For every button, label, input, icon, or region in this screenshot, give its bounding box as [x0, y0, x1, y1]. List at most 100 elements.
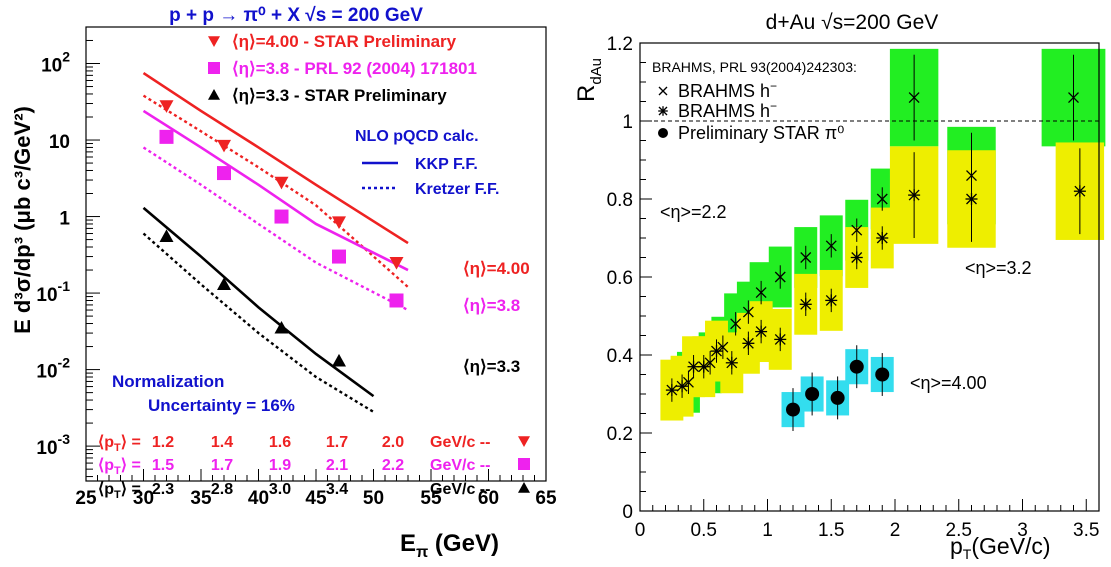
legend-entry: Preliminary STAR π⁰ — [678, 123, 844, 143]
pt-value: 2.1 — [326, 457, 348, 474]
y-tick-sup: -3 — [58, 431, 71, 447]
x-tick-label: 0.5 — [691, 520, 717, 541]
data-point-cross — [800, 252, 812, 263]
x-tick-label: 45 — [305, 488, 327, 509]
pt-value: 1.4 — [211, 434, 233, 451]
pt-label-sub: T — [114, 442, 121, 454]
pt-label-close: ⟩ = — [121, 481, 141, 498]
pt-label-main: ⟨p — [98, 481, 114, 498]
data-point-triangle-up — [159, 229, 174, 243]
y-tick-main: 10 — [36, 362, 57, 383]
x-label-main: p — [950, 533, 963, 559]
data-point-circle — [805, 387, 820, 401]
pt-value: 2.0 — [382, 434, 404, 451]
pt-label-sub: T — [114, 489, 121, 501]
x-label-sub: π — [416, 544, 428, 561]
data-point-square — [332, 249, 346, 264]
x-label-unit: (GeV) — [428, 530, 499, 557]
pt-label-main: ⟨p — [98, 434, 114, 451]
pt-unit: GeV/c -- — [430, 457, 490, 474]
pt-value: 1.7 — [326, 434, 348, 451]
pt-row-label: ⟨pT⟩ = — [98, 481, 141, 501]
data-point-triangle-down — [518, 436, 530, 447]
pt-value: 2.8 — [211, 481, 233, 498]
data-point-square — [389, 293, 404, 308]
left-y-axis-label: E d³σ/dp³ (μb c³/GeV²) — [10, 106, 35, 334]
y-tick-sup: -1 — [58, 278, 71, 294]
data-point-triangle-down — [274, 176, 289, 190]
y-tick-label: 102 — [41, 49, 70, 77]
right-chart-title: d+Au √s=200 GeV — [766, 11, 939, 34]
data-point-square — [518, 458, 530, 470]
legend-entry-text: BRAHMS h — [678, 81, 770, 101]
theory-curve-dotted — [142, 232, 375, 413]
data-point-triangle-up — [518, 482, 530, 493]
pt-value: 1.9 — [269, 457, 291, 474]
pt-label-close: ⟩ = — [121, 457, 141, 474]
x-tick-label: 3.5 — [1073, 520, 1099, 541]
x-label-sub: T — [963, 546, 972, 562]
legend-header: BRAHMS, PRL 93(2004)242303: — [652, 59, 857, 75]
right-y-axis-label: RdAu — [573, 58, 605, 102]
data-point-square — [274, 209, 289, 224]
pt-row-label: ⟨pT⟩ = — [98, 457, 141, 477]
x-tick-label: 2 — [890, 520, 901, 541]
data-point-cross — [825, 240, 837, 252]
legend-entry-red: ⟨η⟩=4.00 - STAR Preliminary — [232, 32, 457, 51]
x-tick-label: 55 — [420, 488, 442, 509]
legend-entry: BRAHMS h− — [678, 99, 777, 121]
data-point-triangle-down — [389, 257, 404, 270]
x-tick-label: 25 — [75, 488, 97, 509]
theory-curve-solid — [142, 71, 409, 245]
pt-unit: GeV/c -- — [430, 481, 490, 498]
eta-label-magenta: ⟨η⟩=3.8 — [463, 296, 520, 315]
data-point-square — [159, 129, 174, 144]
y-tick-label: 1 — [622, 112, 633, 133]
pt-value: 3.4 — [326, 481, 348, 498]
data-point-triangle-up — [274, 320, 289, 334]
x-tick-label: 0 — [635, 520, 646, 541]
theory-curve-dotted — [142, 94, 409, 288]
right-x-axis-label: pT(GeV/c) — [950, 533, 1051, 562]
data-point-circle — [849, 359, 864, 374]
pt-value: 1.2 — [152, 434, 174, 451]
y-tick-main: 10 — [41, 56, 62, 77]
x-tick-label: 65 — [535, 488, 557, 509]
data-point-triangle-down — [217, 139, 231, 153]
y-tick-label: 10-2 — [36, 355, 70, 383]
right-panel: 0 0.5 1 1.5 2 2.5 3 3.5 0 0.2 0.4 0.6 0.8 1 1.2 d+Au √s… — [573, 11, 1106, 562]
calc-kkp-label: KKP F.F. — [415, 156, 478, 173]
x-tick-label: 3 — [1017, 520, 1028, 541]
legend-entry-black: ⟨η⟩=3.3 - STAR Preliminary — [232, 86, 447, 105]
pt-value: 1.6 — [269, 434, 291, 451]
left-x-axis-label: Eπ (GeV) — [400, 530, 499, 561]
x-tick-label: 35 — [190, 488, 212, 509]
pt-label-close: ⟩ = — [121, 434, 141, 451]
pt-label-main: ⟨p — [98, 457, 114, 474]
theory-curve-solid — [142, 109, 409, 272]
eta-label-black: ⟨η⟩=3.3 — [463, 357, 520, 376]
pt-row-label: ⟨pT⟩ = — [98, 434, 141, 454]
data-point-square — [208, 62, 220, 74]
legend-marker-cross — [658, 86, 668, 96]
x-tick-label: 40 — [248, 488, 269, 509]
calc-kretzer-label: Kretzer F.F. — [415, 181, 499, 198]
legend-entry-text: Preliminary STAR π⁰ — [678, 123, 844, 143]
data-point-triangle-down — [332, 216, 346, 229]
y-tick-label: 1.2 — [607, 34, 633, 55]
pt-label-sub: T — [114, 465, 121, 477]
data-point-circle — [830, 390, 845, 405]
x-tick-label: 60 — [478, 488, 499, 509]
y-label-main: R — [573, 85, 600, 102]
y-tick-main: 10 — [36, 285, 57, 306]
y-tick-main: 10 — [49, 132, 70, 153]
y-tick-sup: 2 — [62, 49, 70, 65]
data-point-circle — [875, 367, 890, 382]
data-point-triangle-down — [208, 36, 220, 47]
data-point-circle — [786, 402, 800, 417]
y-tick-label: 0.6 — [607, 268, 633, 289]
theory-curve-dotted — [142, 146, 409, 312]
data-point-cross — [730, 318, 742, 330]
data-point-triangle-up — [208, 89, 220, 100]
